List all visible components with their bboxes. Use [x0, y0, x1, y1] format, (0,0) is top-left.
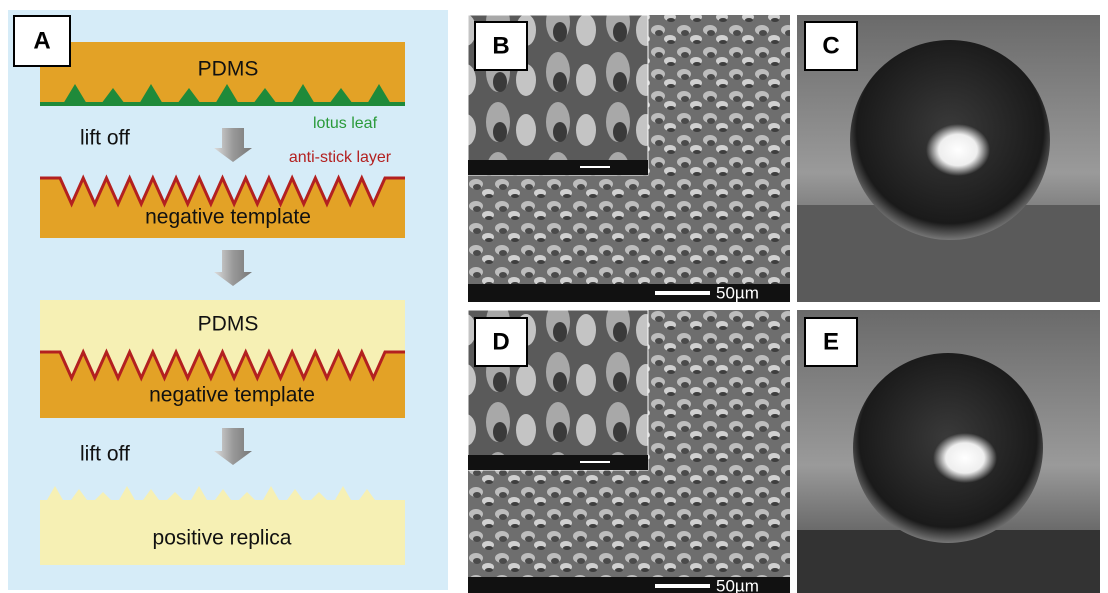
panel-label: B — [492, 32, 509, 59]
scale-label: 50µm — [716, 283, 759, 302]
panel-label: C — [822, 32, 839, 59]
highlight — [933, 433, 997, 483]
scale-label: 50µm — [716, 576, 759, 593]
step-label: lift off — [80, 127, 130, 150]
highlight — [926, 124, 990, 176]
lotus-leaf-label: lotus leaf — [313, 115, 378, 132]
panel-label: D — [492, 328, 509, 355]
layer-label: positive replica — [153, 527, 292, 550]
layer-label: PDMS — [198, 58, 259, 81]
inset-bar — [468, 160, 648, 175]
anti-stick-label: anti-stick layer — [289, 149, 392, 166]
panel-label: E — [823, 328, 839, 355]
step-label: lift off — [80, 443, 130, 466]
layer-label: PDMS — [198, 313, 259, 336]
inset-bar — [468, 455, 648, 470]
panel-label: A — [33, 27, 50, 54]
layer-label: negative template — [145, 206, 311, 229]
layer-label: negative template — [149, 384, 315, 407]
figure: A PDMS lotus leaf lift off anti-stick la… — [0, 0, 1108, 593]
